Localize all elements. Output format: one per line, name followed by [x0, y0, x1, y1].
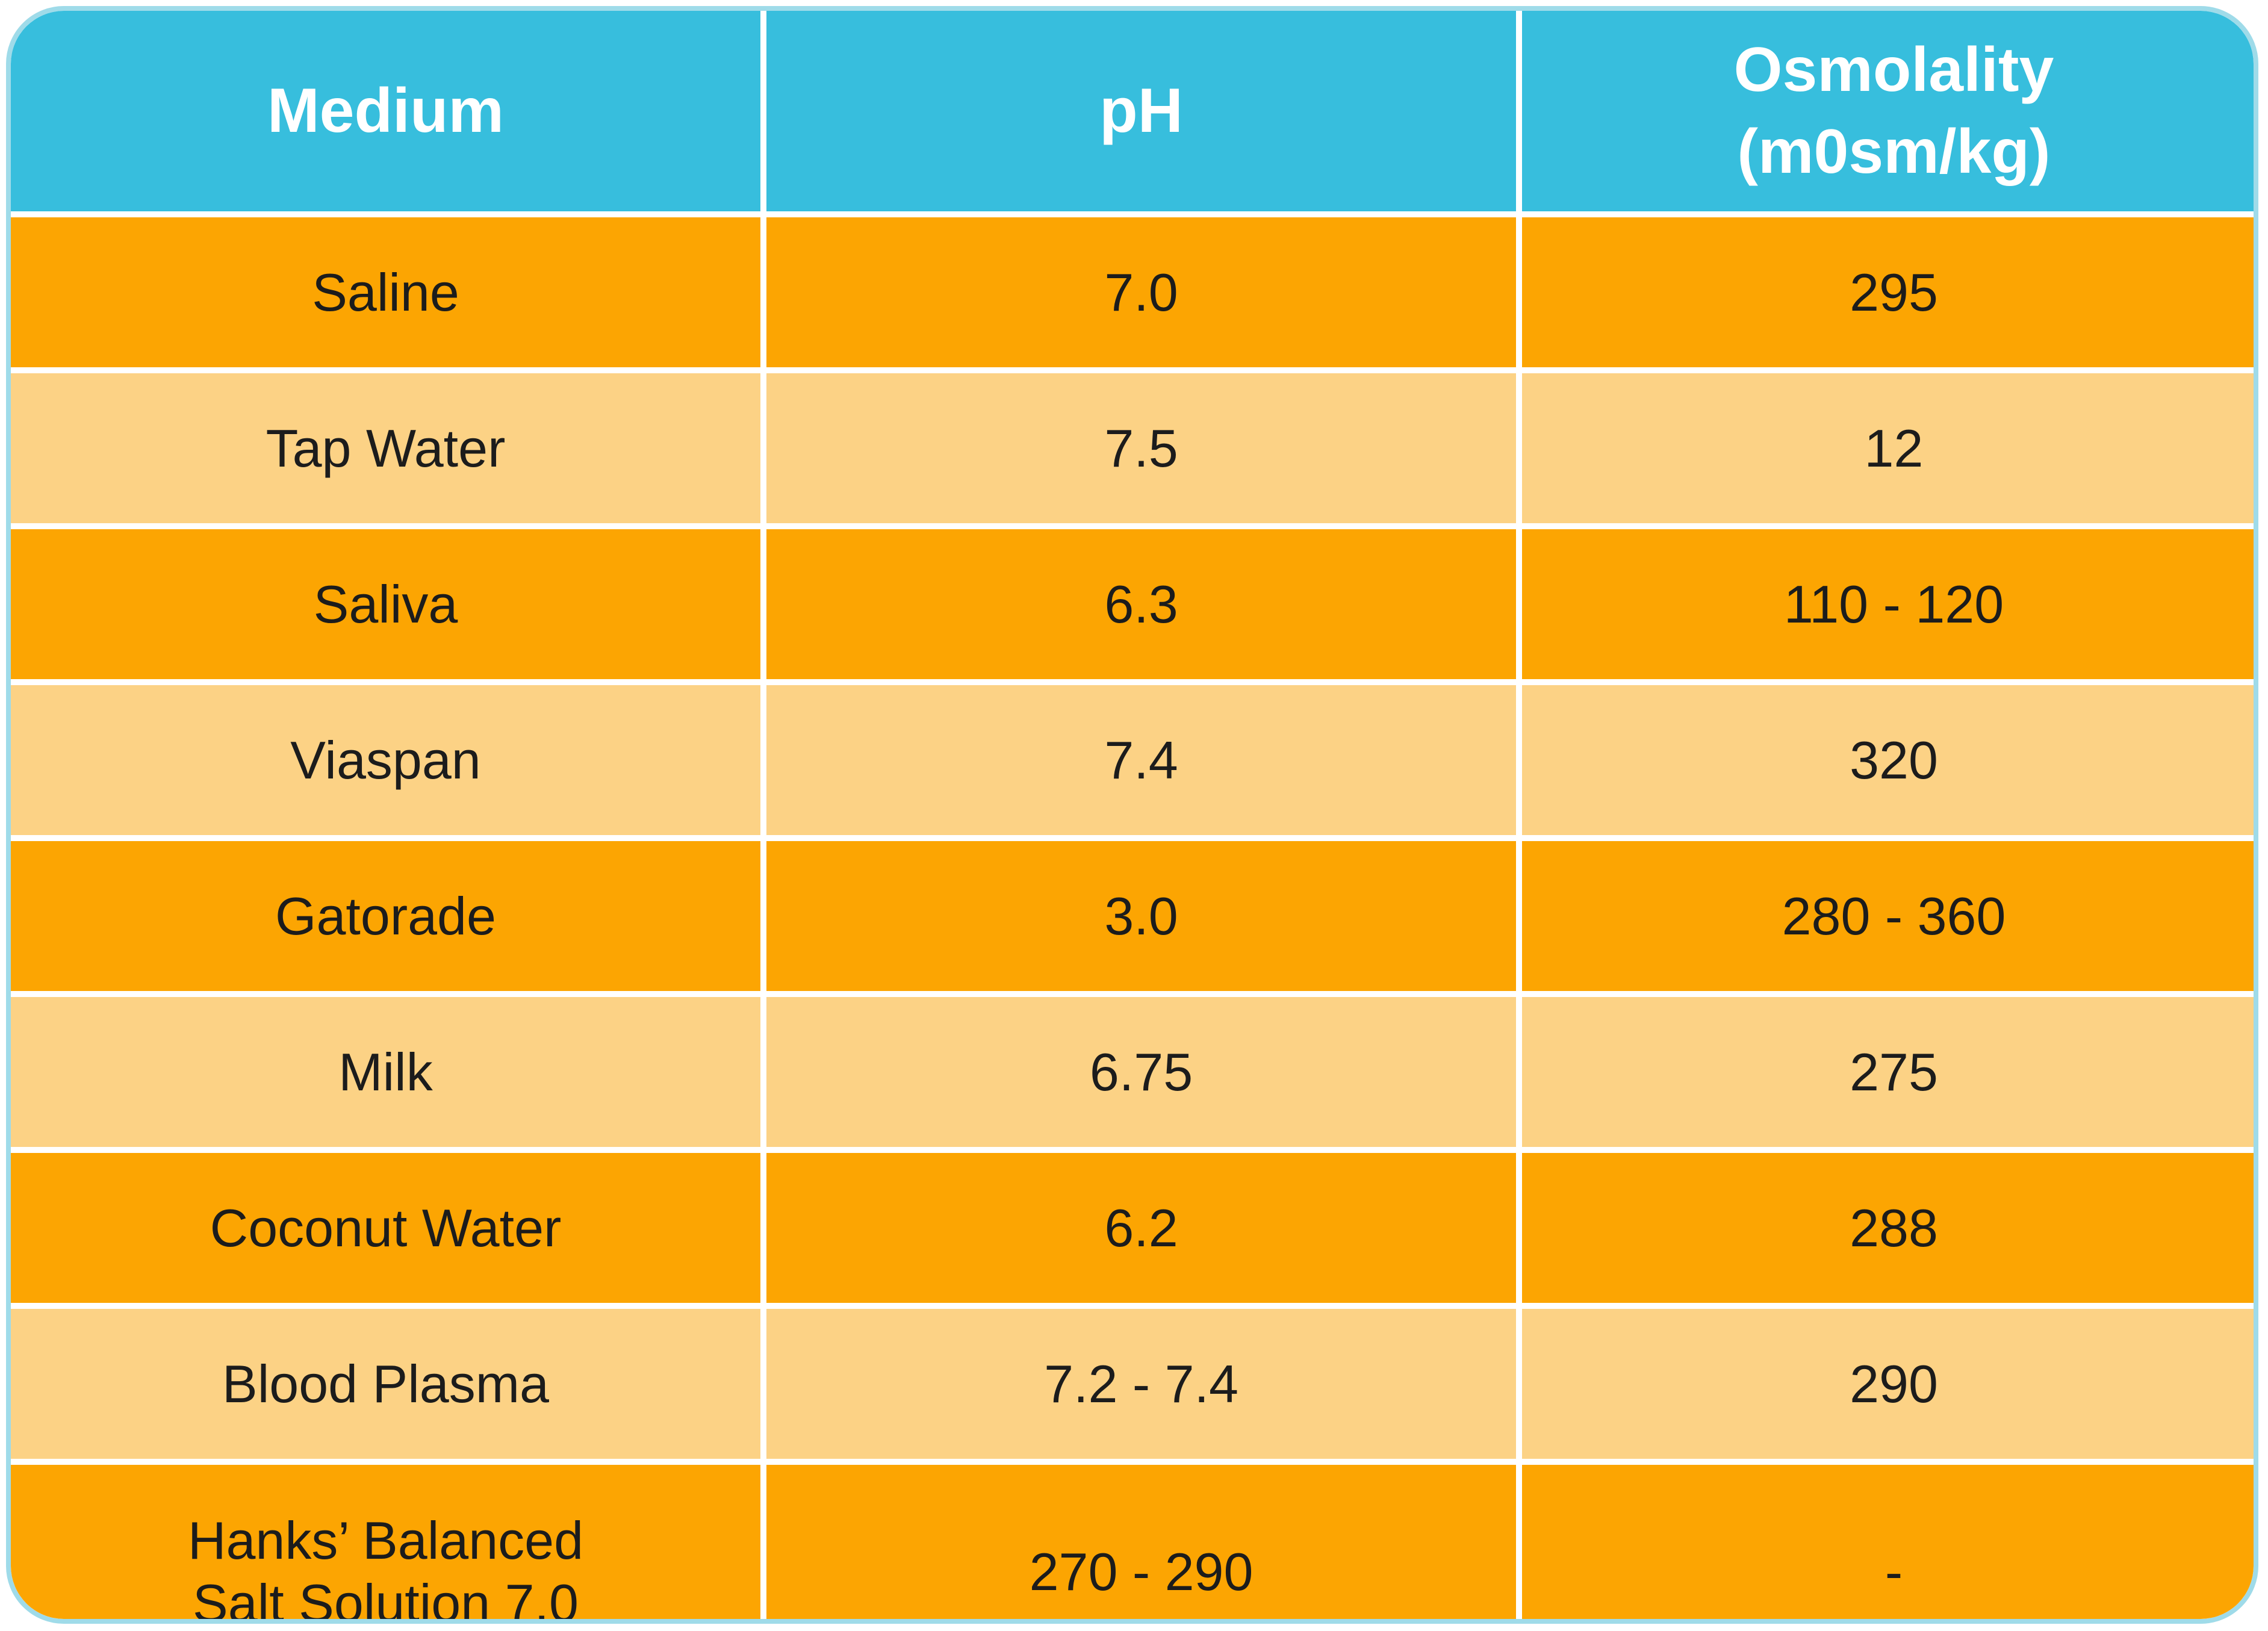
cell-osmolality: 320	[1522, 685, 2254, 835]
cell-osmolality: 290	[1522, 1309, 2254, 1459]
cell-medium: Hanks’ Balanced Salt Solution 7.0	[11, 1465, 760, 1619]
cell-ph: 6.75	[766, 997, 1516, 1147]
cell-ph: 7.0	[766, 217, 1516, 367]
cell-ph: 7.4	[766, 685, 1516, 835]
cell-osmolality: -	[1522, 1465, 2254, 1619]
header-ph: pH	[766, 11, 1516, 211]
cell-ph: 3.0	[766, 841, 1516, 991]
cell-osmolality: 280 - 360	[1522, 841, 2254, 991]
cell-ph: 7.2 - 7.4	[766, 1309, 1516, 1459]
cell-medium: Milk	[11, 997, 760, 1147]
media-table: Medium pH Osmolality (m0sm/kg) Saline 7.…	[11, 11, 2254, 1619]
header-medium: Medium	[11, 11, 760, 211]
header-osmolality: Osmolality (m0sm/kg)	[1522, 11, 2254, 211]
cell-ph: 6.2	[766, 1153, 1516, 1303]
table-frame: Medium pH Osmolality (m0sm/kg) Saline 7.…	[6, 6, 2258, 1624]
cell-medium: Saline	[11, 217, 760, 367]
cell-ph: 7.5	[766, 373, 1516, 523]
cell-osmolality: 295	[1522, 217, 2254, 367]
cell-ph: 6.3	[766, 529, 1516, 679]
cell-medium: Tap Water	[11, 373, 760, 523]
cell-medium: Blood Plasma	[11, 1309, 760, 1459]
cell-medium: Viaspan	[11, 685, 760, 835]
cell-osmolality: 275	[1522, 997, 2254, 1147]
cell-medium: Saliva	[11, 529, 760, 679]
cell-osmolality: 12	[1522, 373, 2254, 523]
cell-medium: Coconut Water	[11, 1153, 760, 1303]
cell-osmolality: 288	[1522, 1153, 2254, 1303]
cell-medium: Gatorade	[11, 841, 760, 991]
cell-ph: 270 - 290	[766, 1465, 1516, 1619]
cell-osmolality: 110 - 120	[1522, 529, 2254, 679]
